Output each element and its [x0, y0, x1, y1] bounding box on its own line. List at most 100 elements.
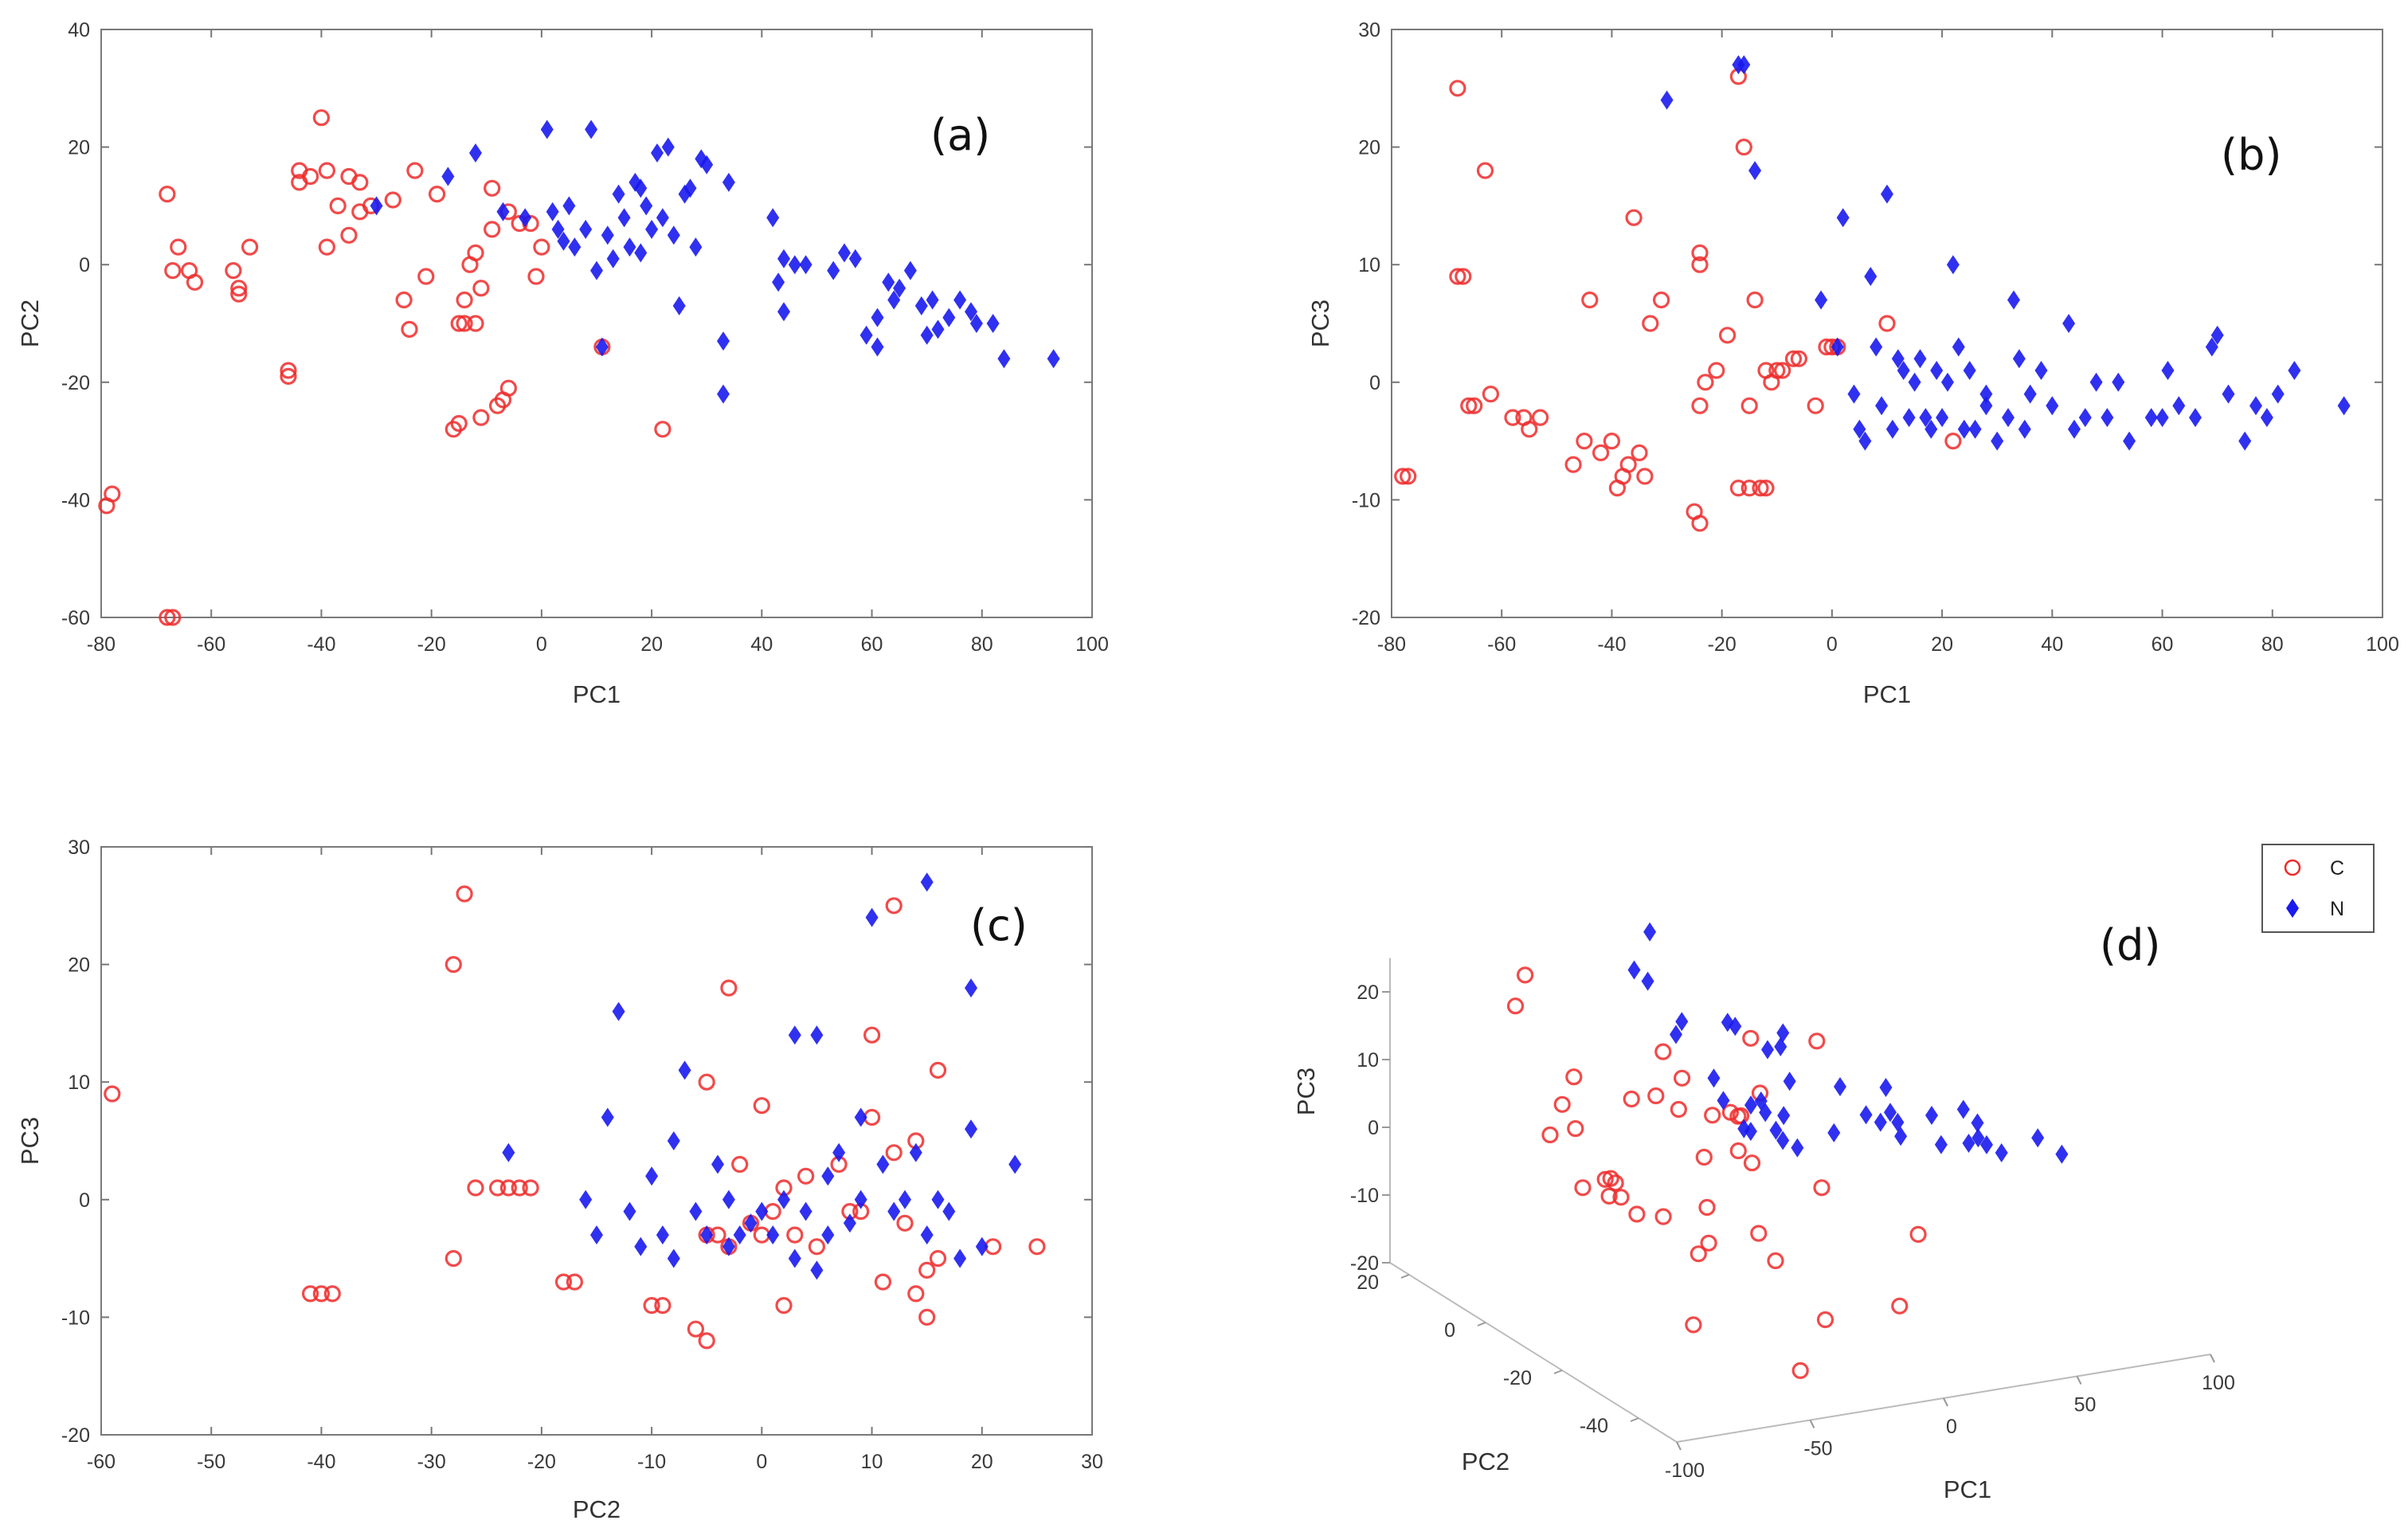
- y-tick-label: 30: [1358, 19, 1380, 41]
- x-tick-label: -60: [1487, 633, 1516, 656]
- point-n: [2288, 361, 2301, 380]
- point-n: [585, 120, 598, 139]
- point-c: [1691, 256, 1709, 273]
- point-n: [623, 237, 636, 257]
- point-n: [2161, 361, 2175, 380]
- point-n: [370, 196, 383, 216]
- y-tick-label: -20: [1352, 607, 1380, 629]
- point-c: [1757, 479, 1775, 497]
- point-n: [595, 337, 609, 357]
- point-n: [1995, 1143, 2008, 1162]
- point-n: [2007, 290, 2020, 310]
- panel-tag-b: (b): [2221, 130, 2281, 180]
- point-c: [874, 1273, 892, 1291]
- point-n: [1902, 408, 1916, 428]
- point-c: [428, 186, 446, 203]
- point-c: [1767, 1252, 1784, 1270]
- point-c: [1600, 1187, 1618, 1205]
- legend-marker-n: [2286, 899, 2299, 918]
- point-n: [579, 1189, 593, 1209]
- x-tick-label: 10: [861, 1451, 883, 1473]
- x-tick-label: 20: [1931, 633, 1953, 656]
- point-n: [1830, 337, 1844, 357]
- point-c: [1636, 468, 1654, 485]
- point-n: [2078, 408, 2092, 428]
- point-c: [1623, 1090, 1640, 1108]
- point-c: [1628, 1205, 1646, 1223]
- point-n: [1707, 1068, 1721, 1088]
- pc1-tick-mark: [1943, 1397, 1948, 1407]
- point-c: [1612, 1189, 1630, 1206]
- point-c: [1654, 1208, 1672, 1225]
- point-n: [1956, 1099, 1970, 1119]
- pc2-tick-mark: [1477, 1322, 1486, 1326]
- point-n: [1934, 1134, 1948, 1154]
- point-c: [1685, 1316, 1702, 1334]
- point-n: [1884, 1103, 1897, 1123]
- x-tick-label: 20: [640, 633, 663, 656]
- point-n: [887, 1201, 901, 1221]
- point-n: [1853, 419, 1866, 439]
- y-axis-label-c: PC3: [16, 1117, 44, 1165]
- point-c: [1729, 1142, 1747, 1160]
- point-c: [472, 409, 490, 426]
- x-tick-label: 40: [750, 633, 773, 656]
- point-c: [1592, 444, 1610, 462]
- y-tick-label: -20: [61, 1424, 90, 1447]
- point-n: [1776, 1130, 1790, 1150]
- point-n: [672, 296, 686, 315]
- pc1-tick-label: 0: [1946, 1416, 1957, 1438]
- point-c: [1708, 362, 1725, 379]
- point-c: [384, 191, 401, 209]
- y-tick-label: 20: [68, 954, 90, 977]
- point-n: [1791, 1138, 1804, 1158]
- point-c: [1576, 432, 1593, 450]
- point-c: [1506, 997, 1525, 1015]
- x-tick-label: 60: [2152, 633, 2174, 656]
- point-c: [280, 367, 297, 385]
- point-c: [1460, 397, 1478, 414]
- pc3-tick-label: 20: [1357, 982, 1379, 1004]
- point-c: [1504, 409, 1521, 426]
- point-n: [1660, 90, 1674, 110]
- point-n: [2002, 408, 2014, 428]
- point-c: [1691, 244, 1709, 261]
- point-c: [456, 885, 473, 903]
- point-c: [230, 285, 248, 303]
- point-c: [1742, 1029, 1760, 1047]
- point-n: [2144, 408, 2158, 428]
- point-n: [2089, 372, 2103, 392]
- point-c: [1603, 432, 1621, 450]
- point-c: [1521, 421, 1538, 438]
- point-n: [546, 202, 559, 221]
- x-tick-label: 0: [1827, 633, 1838, 656]
- point-c: [1516, 966, 1534, 984]
- point-c: [1476, 162, 1494, 179]
- x-axis-label-c: PC2: [573, 1495, 621, 1523]
- point-c: [885, 1144, 903, 1162]
- point-c: [929, 1249, 947, 1268]
- point-c: [1449, 268, 1466, 285]
- x-tick-label: 0: [756, 1451, 767, 1473]
- point-n: [1047, 349, 1060, 369]
- y-tick-label: -60: [61, 607, 90, 629]
- point-c: [1631, 444, 1648, 462]
- point-c: [1909, 1225, 1927, 1244]
- y-tick-label: 20: [68, 137, 90, 159]
- point-n: [909, 1142, 922, 1162]
- point-c: [1400, 468, 1417, 485]
- point-n: [914, 296, 928, 315]
- point-n: [1881, 184, 1893, 204]
- point-n: [942, 1201, 956, 1221]
- point-n: [2068, 419, 2081, 439]
- pc2-tick-label: 0: [1444, 1319, 1455, 1342]
- point-c: [1670, 1100, 1687, 1119]
- point-n: [2101, 408, 2114, 428]
- point-c: [170, 238, 187, 256]
- point-n: [1858, 431, 1872, 451]
- point-c: [687, 1320, 705, 1338]
- point-n: [920, 325, 934, 345]
- point-n: [926, 290, 939, 310]
- point-c: [1891, 1297, 1909, 1315]
- marks-d: [1506, 922, 2069, 1380]
